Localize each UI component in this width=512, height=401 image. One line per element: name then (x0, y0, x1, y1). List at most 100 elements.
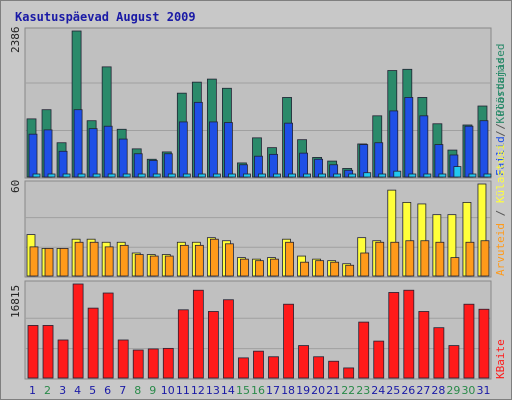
bar-kbytes-29 (448, 345, 460, 379)
bar-hits-27 (423, 173, 432, 178)
bar-computers-27 (420, 240, 430, 277)
bar-kbytes-20 (313, 356, 325, 379)
x-tick-label-30: 30 (461, 384, 475, 397)
x-tick-label-10: 10 (161, 384, 175, 397)
bar-hits-17 (273, 173, 281, 178)
bar-files-2 (43, 129, 53, 178)
svg-text:Failid / Pöördumised: Failid / Pöördumised (494, 44, 507, 176)
bar-computers-22 (345, 264, 355, 277)
bar-files-14 (224, 122, 233, 178)
bar-kbytes-18 (283, 303, 294, 379)
legend-label-kbytes: KBaite (494, 339, 507, 379)
x-tick-label-9: 9 (149, 384, 156, 397)
x-tick-label-26: 26 (401, 384, 415, 397)
bar-files-10 (163, 153, 173, 178)
bar-files-11 (178, 121, 188, 178)
bar-files-6 (103, 125, 113, 178)
bar-computers-23 (360, 252, 370, 277)
bar-files-30 (464, 125, 474, 178)
x-tick-label-2: 2 (44, 384, 51, 397)
bar-computers-6 (104, 246, 114, 277)
bar-kbytes-21 (328, 360, 340, 379)
bar-files-28 (434, 144, 444, 178)
bar-hits-12 (197, 173, 206, 178)
bar-computers-12 (194, 244, 204, 277)
x-tick-label-5: 5 (89, 384, 96, 397)
bar-files-18 (284, 122, 293, 178)
x-tick-label-21: 21 (326, 384, 340, 397)
bar-files-5 (88, 128, 98, 178)
bar-hits-14 (228, 173, 236, 178)
bar-hits-26 (408, 173, 417, 178)
x-tick-label-6: 6 (104, 384, 111, 397)
bar-kbytes-12 (192, 289, 204, 379)
bar-computers-28 (435, 241, 445, 277)
bar-files-13 (208, 121, 218, 178)
bar-hits-18 (288, 173, 296, 178)
legend-bytes: KBaite (494, 339, 507, 379)
bar-kbytes-17 (268, 356, 279, 379)
bar-kbytes-15 (238, 357, 249, 379)
bar-files-4 (73, 109, 83, 178)
x-tick-label-31: 31 (476, 384, 490, 397)
bar-computers-20 (315, 260, 325, 277)
bar-hits-31 (483, 173, 492, 178)
bar-computers-17 (270, 258, 279, 277)
bar-kbytes-9 (147, 348, 159, 379)
bar-hits-16 (258, 173, 266, 178)
bar-kbytes-8 (132, 349, 144, 379)
x-tick-label-14: 14 (221, 384, 235, 397)
bar-computers-26 (405, 240, 415, 277)
bar-hits-30 (468, 173, 477, 178)
bar-hits-5 (92, 173, 101, 178)
ymax-label-top: 2386 (9, 27, 22, 54)
bar-hits-9 (152, 173, 161, 178)
bar-computers-5 (89, 241, 99, 277)
legend-label-computers: Arvuteid (494, 223, 507, 276)
bar-computers-3 (59, 247, 69, 277)
bar-computers-16 (255, 260, 264, 277)
bar-hits-29 (453, 166, 462, 178)
bar-kbytes-30 (463, 303, 475, 379)
bar-hits-21 (333, 173, 342, 178)
x-tick-label-22: 22 (341, 384, 355, 397)
bar-kbytes-5 (87, 307, 99, 379)
bar-files-25 (389, 110, 399, 178)
ymax-label-mid: 60 (9, 180, 22, 193)
legend-label-hits: Pöördumised (494, 44, 507, 117)
x-tick-label-25: 25 (386, 384, 400, 397)
bar-kbytes-23 (358, 321, 370, 379)
legend-label-files: Failid (494, 136, 507, 176)
x-tick-label-15: 15 (236, 384, 250, 397)
bar-computers-10 (164, 255, 174, 277)
legend-label-visits: Külastusi (494, 144, 507, 204)
bar-kbytes-24 (373, 340, 385, 379)
bar-computers-11 (179, 244, 189, 277)
bar-hits-22 (348, 173, 357, 178)
bar-computers-30 (465, 241, 475, 277)
bar-hits-25 (393, 170, 402, 178)
bar-files-7 (118, 138, 128, 178)
bar-kbytes-4 (72, 283, 84, 379)
x-tick-label-28: 28 (431, 384, 445, 397)
x-tick-label-8: 8 (134, 384, 141, 397)
bar-computers-15 (240, 258, 249, 277)
bar-hits-6 (107, 173, 116, 178)
bar-files-8 (133, 153, 143, 178)
bar-computers-14 (225, 243, 234, 277)
x-tick-label-18: 18 (281, 384, 295, 397)
bar-computers-31 (480, 240, 490, 277)
bar-kbytes-6 (102, 292, 114, 379)
bar-files-31 (479, 120, 489, 178)
bar-kbytes-31 (478, 308, 490, 379)
x-tick-label-17: 17 (266, 384, 280, 397)
bar-hits-7 (122, 173, 131, 178)
bar-hits-19 (303, 173, 311, 178)
bar-kbytes-7 (117, 339, 129, 379)
bar-computers-1 (29, 246, 39, 277)
x-tick-label-27: 27 (416, 384, 430, 397)
x-tick-label-20: 20 (311, 384, 325, 397)
bar-hits-20 (318, 173, 327, 178)
